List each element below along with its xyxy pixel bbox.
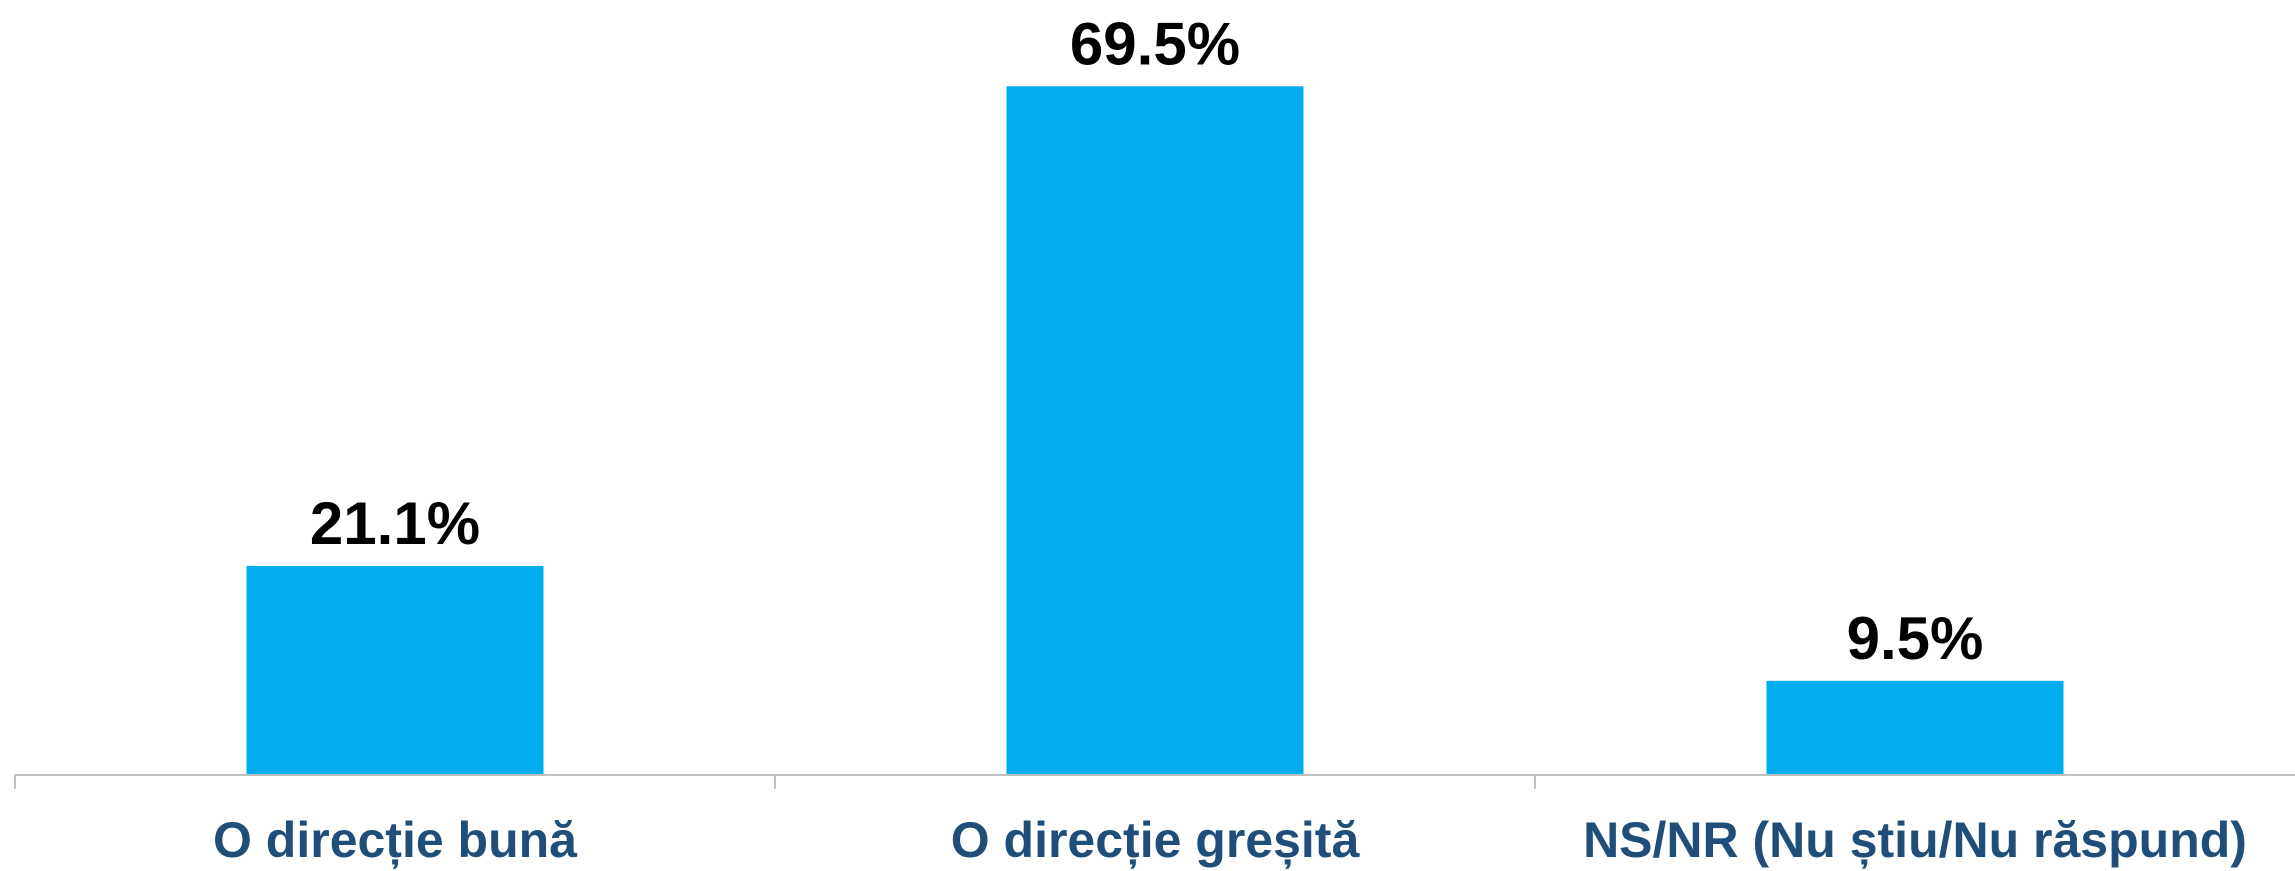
category-label: O direcție bună bbox=[213, 812, 578, 868]
bar-value-label: 9.5% bbox=[1847, 605, 1984, 672]
x-axis-ticks bbox=[15, 775, 1535, 789]
category-label: NS/NR (Nu știu/Nu răspund) bbox=[1583, 812, 2247, 868]
bar-value-label: 69.5% bbox=[1070, 10, 1240, 77]
bars-layer bbox=[247, 86, 2064, 775]
category-label: O direcție greșită bbox=[951, 812, 1361, 868]
bar bbox=[1767, 681, 2064, 775]
bar bbox=[1007, 86, 1304, 775]
bar-value-label: 21.1% bbox=[310, 490, 480, 557]
category-labels-layer: O direcție bună O direcție greșită NS/NR (… bbox=[213, 812, 2247, 868]
bar bbox=[247, 566, 544, 775]
